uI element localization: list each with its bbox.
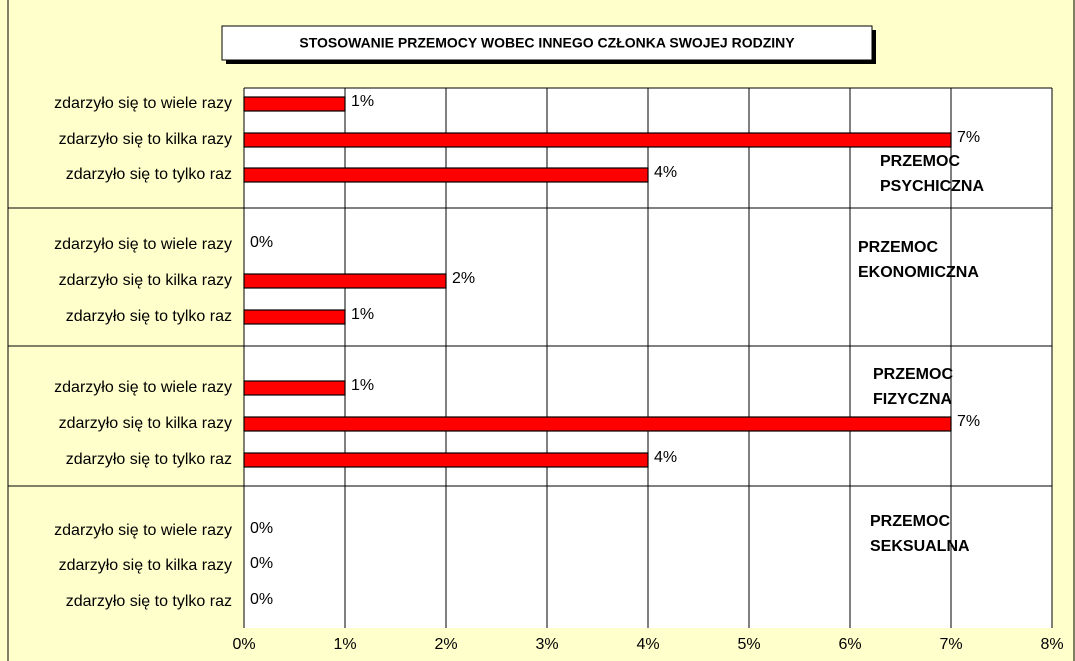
bar <box>243 380 346 396</box>
bar <box>243 452 649 468</box>
y-tick-label: zdarzyło się to kilka razy <box>59 272 232 289</box>
title-box <box>221 25 873 61</box>
group-label: PRZEMOC <box>880 153 960 170</box>
group-label: PRZEMOC <box>858 239 938 256</box>
group-label-clip: PRZEMOC PSYCHICZNA <box>880 153 984 195</box>
y-tick-label: zdarzyło się to wiele razy <box>54 236 232 253</box>
x-tick-label: 5% <box>737 636 760 653</box>
y-tick-label: zdarzyło się to wiele razy <box>54 379 232 396</box>
y-tick-label: zdarzyło się to tylko raz <box>66 308 232 325</box>
data-label: 0% <box>250 234 273 251</box>
y-tick-label: zdarzyło się to kilka razy <box>59 415 232 432</box>
chart-title: STOSOWANIE PRZEMOCY WOBEC INNEGO CZŁONKA… <box>299 35 795 51</box>
data-label: 0% <box>250 520 273 537</box>
x-tick-label: 0% <box>232 636 255 653</box>
data-label: 7% <box>957 129 980 146</box>
x-tick-label: 8% <box>1040 636 1063 653</box>
x-tick-label: 1% <box>333 636 356 653</box>
x-tick-label: 6% <box>838 636 861 653</box>
data-label: 1% <box>351 377 374 394</box>
y-tick-label: zdarzyło się to tylko raz <box>66 593 232 610</box>
group-label: EKONOMICZNA <box>858 264 979 281</box>
bar <box>243 416 952 432</box>
y-tick-label: zdarzyło się to wiele razy <box>54 95 232 112</box>
bar <box>243 309 346 325</box>
data-label: 4% <box>654 449 677 466</box>
data-label: 0% <box>250 555 273 572</box>
y-tick-label: zdarzyło się to tylko raz <box>66 451 232 468</box>
group-label: PRZEMOC <box>870 513 950 530</box>
y-tick-label: zdarzyło się to wiele razy <box>54 522 232 539</box>
y-tick-label: zdarzyło się to kilka razy <box>59 131 232 148</box>
group-label: SEKSUALNA <box>870 538 970 555</box>
y-tick-label: zdarzyło się to kilka razy <box>59 557 232 574</box>
x-tick-label: 2% <box>434 636 457 653</box>
group-label: FIZYCZNA <box>873 391 953 408</box>
group-label: PRZEMOC <box>873 366 953 383</box>
bar <box>243 96 346 112</box>
bar <box>243 273 447 289</box>
group-label: PSYCHICZNA <box>880 178 984 195</box>
data-label: 1% <box>351 306 374 323</box>
y-tick-label: zdarzyło się to tylko raz <box>66 166 232 183</box>
data-label: 1% <box>351 93 374 110</box>
x-tick-label: 4% <box>636 636 659 653</box>
data-label: 7% <box>957 413 980 430</box>
data-label: 4% <box>654 164 677 181</box>
bar <box>243 132 952 148</box>
bar <box>243 167 649 183</box>
data-label: 0% <box>250 591 273 608</box>
data-label: 2% <box>452 270 475 287</box>
x-tick-label: 3% <box>535 636 558 653</box>
x-tick-label: 7% <box>939 636 962 653</box>
